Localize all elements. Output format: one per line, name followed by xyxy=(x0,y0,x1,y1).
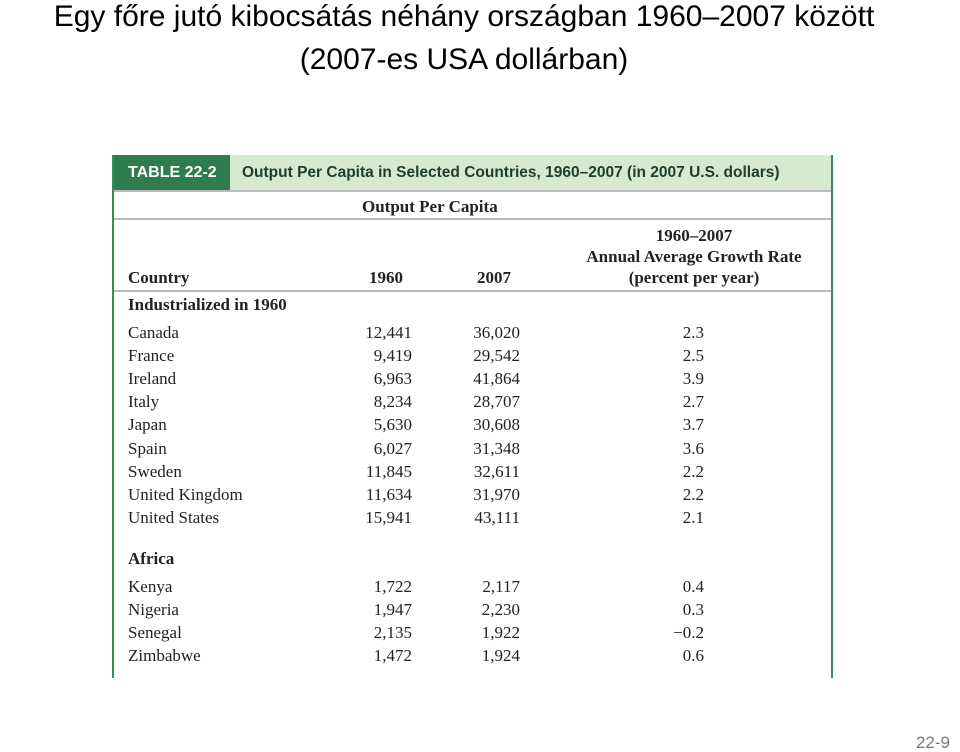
page-number: 22-9 xyxy=(915,733,950,752)
table: TABLE 22-2 Output Per Capita in Selected… xyxy=(112,155,833,678)
cell-2007: 31,348 xyxy=(473,438,520,458)
column-header: 1960 xyxy=(369,268,403,287)
cell-2007: 31,970 xyxy=(473,484,520,504)
cell-2007: 29,542 xyxy=(473,346,520,366)
rule xyxy=(114,290,831,292)
cell-2007: 30,608 xyxy=(473,415,520,435)
country-cell: Kenya xyxy=(128,576,173,596)
table-label-band xyxy=(114,155,230,190)
cell-1960: 1,472 xyxy=(373,646,412,666)
cell-1960: 6,027 xyxy=(373,438,412,458)
country-cell: United Kingdom xyxy=(128,484,243,504)
cell-2007: 28,707 xyxy=(473,392,520,412)
cell-1960: 11,845 xyxy=(365,461,412,481)
cell-2007: 1,922 xyxy=(481,623,520,643)
caption-band xyxy=(230,155,831,190)
country-cell: Japan xyxy=(128,415,167,435)
cell-1960: 2,135 xyxy=(373,623,412,643)
table-caption: Output Per Capita in Selected Countries,… xyxy=(242,164,780,181)
country-cell: Canada xyxy=(128,323,179,342)
cell-growth: 0.6 xyxy=(682,646,704,666)
cell-1960: 9,419 xyxy=(373,346,412,366)
cell-1960: 1,947 xyxy=(373,600,412,619)
group-title: Africa xyxy=(128,548,175,568)
cell-1960: 8,234 xyxy=(373,392,412,412)
column-header: 1960–2007 xyxy=(655,226,733,245)
cell-growth: 0.4 xyxy=(682,576,704,596)
rule xyxy=(114,218,831,220)
column-header: 2007 xyxy=(477,268,511,287)
country-cell: Senegal xyxy=(128,623,182,643)
cell-growth: 2.1 xyxy=(682,507,704,527)
slide-subtitle: (2007-es USA dollárban) xyxy=(299,43,629,76)
cell-growth: 2.3 xyxy=(682,323,704,342)
cell-growth: 3.7 xyxy=(682,415,704,435)
cell-growth: 0.3 xyxy=(682,600,704,619)
cell-1960: 5,630 xyxy=(373,415,412,435)
cell-2007: 32,611 xyxy=(473,461,520,481)
country-cell: Italy xyxy=(128,392,160,412)
slide-title: Egy főre jutó kibocsátás néhány országba… xyxy=(53,0,875,33)
cell-2007: 2,230 xyxy=(481,600,520,619)
country-cell: Nigeria xyxy=(128,600,179,619)
rule xyxy=(114,190,831,192)
country-cell: Zimbabwe xyxy=(128,646,201,666)
group-header: Output Per Capita xyxy=(362,197,498,216)
cell-2007: 41,864 xyxy=(473,369,520,389)
column-header: (percent per year) xyxy=(628,268,760,287)
country-cell: France xyxy=(128,346,175,366)
cell-growth: 2.2 xyxy=(682,461,704,481)
column-header: Country xyxy=(128,268,190,287)
cell-2007: 36,020 xyxy=(473,323,520,342)
country-cell: Sweden xyxy=(128,461,182,481)
cell-1960: 11,634 xyxy=(365,484,412,504)
cell-growth: 2.5 xyxy=(682,346,704,366)
country-cell: United States xyxy=(128,507,220,527)
country-cell: Spain xyxy=(128,438,167,458)
group-title: Industrialized in 1960 xyxy=(128,295,287,314)
cell-growth: 3.9 xyxy=(682,369,704,389)
country-cell: Ireland xyxy=(128,369,177,389)
cell-2007: 2,117 xyxy=(482,576,520,596)
cell-growth: 2.7 xyxy=(682,392,704,412)
cell-growth: 3.6 xyxy=(682,438,704,458)
table-label: TABLE 22-2 xyxy=(128,164,217,181)
cell-2007: 1,924 xyxy=(481,646,520,666)
cell-1960: 12,441 xyxy=(365,323,412,342)
cell-1960: 6,963 xyxy=(373,369,412,389)
cell-1960: 1,722 xyxy=(373,576,412,596)
cell-growth: −0.2 xyxy=(673,623,704,643)
cell-2007: 43,111 xyxy=(474,507,521,527)
cell-1960: 15,941 xyxy=(365,507,412,527)
column-header: Annual Average Growth Rate xyxy=(586,247,802,266)
cell-growth: 2.2 xyxy=(682,484,704,504)
